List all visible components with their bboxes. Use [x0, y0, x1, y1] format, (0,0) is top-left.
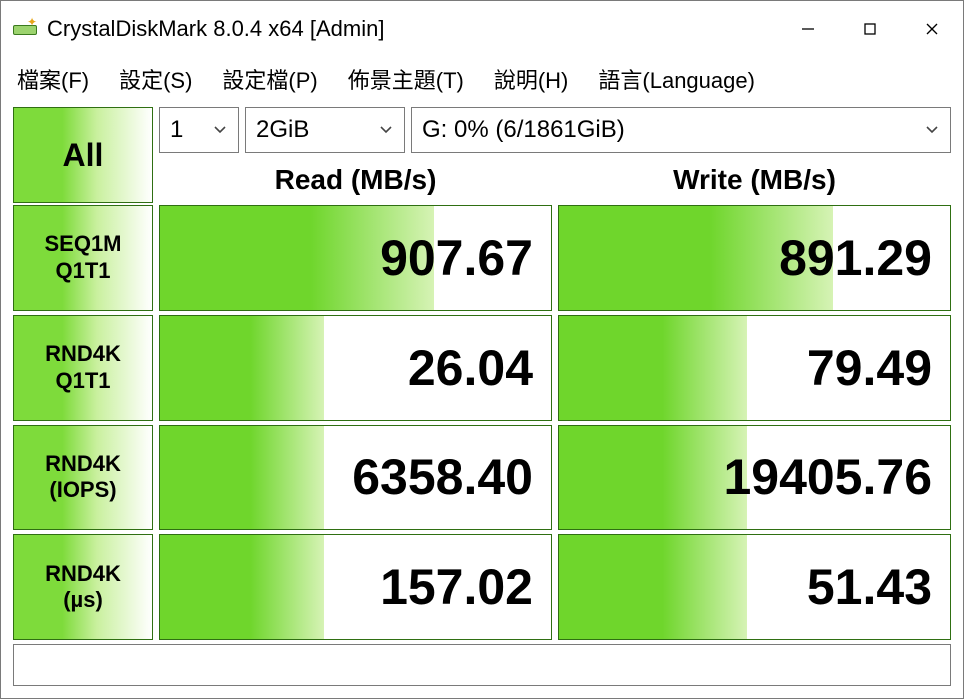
test-row-button[interactable]: SEQ1MQ1T1: [13, 205, 153, 311]
read-value-cell: 6358.40: [159, 425, 552, 531]
read-fill-bar: [160, 316, 324, 420]
test-row-label-line2: (IOPS): [49, 477, 116, 503]
read-value-cell: 26.04: [159, 315, 552, 421]
minimize-button[interactable]: [777, 1, 839, 57]
chevron-down-icon: [212, 116, 228, 144]
titlebar[interactable]: ✦ CrystalDiskMark 8.0.4 x64 [Admin]: [1, 1, 963, 57]
test-row-button[interactable]: RND4KQ1T1: [13, 315, 153, 421]
runs-value: 1: [170, 116, 183, 144]
write-value-cell: 51.43: [558, 534, 951, 640]
window-title: CrystalDiskMark 8.0.4 x64 [Admin]: [47, 16, 384, 42]
header-write: Write (MB/s): [558, 157, 951, 203]
size-value: 2GiB: [256, 116, 309, 144]
test-row-label-line2: Q1T1: [55, 258, 110, 284]
write-fill-bar: [559, 426, 747, 530]
test-row-button[interactable]: RND4K(µs): [13, 534, 153, 640]
menu-settings[interactable]: 設定(S): [119, 63, 192, 95]
write-value: 891.29: [779, 229, 932, 287]
read-value: 6358.40: [352, 448, 533, 506]
chevron-down-icon: [924, 116, 940, 144]
read-value-cell: 157.02: [159, 534, 552, 640]
run-all-button[interactable]: All: [13, 107, 153, 203]
app-window: ✦ CrystalDiskMark 8.0.4 x64 [Admin] 檔案(F…: [0, 0, 964, 699]
menubar: 檔案(F) 設定(S) 設定檔(P) 佈景主題(T) 說明(H) 語言(Lang…: [1, 57, 963, 101]
write-value-cell: 79.49: [558, 315, 951, 421]
menu-profile[interactable]: 設定檔(P): [222, 63, 317, 95]
minimize-icon: [799, 20, 817, 38]
runs-select[interactable]: 1: [159, 107, 239, 153]
menu-file[interactable]: 檔案(F): [17, 63, 89, 95]
test-row-label-line1: RND4K: [45, 451, 121, 477]
read-value-cell: 907.67: [159, 205, 552, 311]
write-value: 79.49: [807, 339, 932, 397]
app-icon: ✦: [13, 17, 37, 41]
write-value: 19405.76: [723, 448, 932, 506]
read-value: 907.67: [380, 229, 533, 287]
close-button[interactable]: [901, 1, 963, 57]
write-value-cell: 19405.76: [558, 425, 951, 531]
test-row-label-line2: (µs): [63, 587, 103, 613]
maximize-button[interactable]: [839, 1, 901, 57]
content-area: All 1 2GiB G: 0% (6/1861GiB) Read (MB/s)…: [1, 101, 963, 698]
drive-select[interactable]: G: 0% (6/1861GiB): [411, 107, 951, 153]
close-icon: [923, 20, 941, 38]
read-fill-bar: [160, 535, 324, 639]
header-read: Read (MB/s): [159, 157, 552, 203]
write-fill-bar: [559, 316, 747, 420]
test-row-label-line2: Q1T1: [55, 368, 110, 394]
window-controls: [777, 1, 963, 57]
top-controls: All 1 2GiB G: 0% (6/1861GiB) Read (MB/s)…: [13, 107, 951, 203]
chevron-down-icon: [378, 116, 394, 144]
menu-help[interactable]: 說明(H): [494, 63, 569, 95]
read-value: 26.04: [408, 339, 533, 397]
results-grid: SEQ1MQ1T1907.67891.29RND4KQ1T126.0479.49…: [13, 205, 951, 686]
status-bar: [13, 644, 951, 686]
menu-language[interactable]: 語言(Language): [598, 63, 755, 95]
test-row-label-line1: SEQ1M: [44, 231, 121, 257]
test-row-label-line1: RND4K: [45, 341, 121, 367]
write-value: 51.43: [807, 558, 932, 616]
test-row-label-line1: RND4K: [45, 561, 121, 587]
size-select[interactable]: 2GiB: [245, 107, 405, 153]
write-fill-bar: [559, 535, 747, 639]
test-row-button[interactable]: RND4K(IOPS): [13, 425, 153, 531]
menu-theme[interactable]: 佈景主題(T): [348, 63, 464, 95]
run-all-label: All: [63, 137, 104, 174]
read-value: 157.02: [380, 558, 533, 616]
maximize-icon: [862, 21, 878, 37]
drive-value: G: 0% (6/1861GiB): [422, 116, 625, 144]
write-value-cell: 891.29: [558, 205, 951, 311]
read-fill-bar: [160, 426, 324, 530]
